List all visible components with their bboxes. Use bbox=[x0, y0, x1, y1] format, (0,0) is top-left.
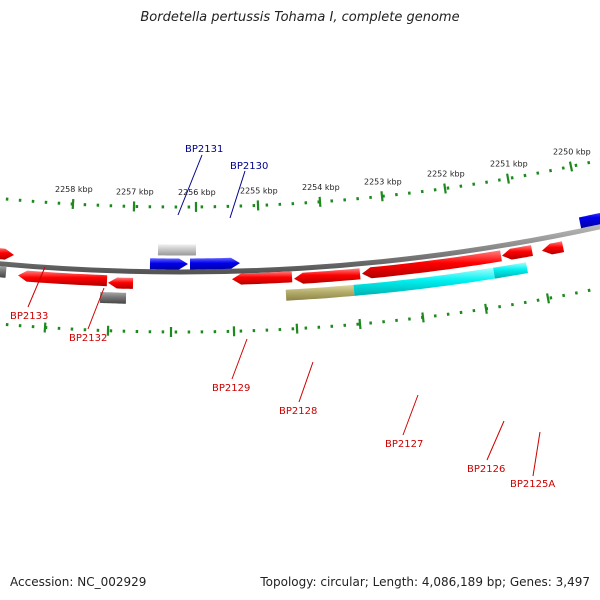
scale-tick-mark bbox=[318, 196, 322, 207]
gene-label-bp2127[interactable]: BP2127 bbox=[385, 439, 423, 450]
scale-tick-mark bbox=[71, 198, 75, 210]
gene-BP2131-feature bbox=[157, 244, 196, 256]
scale-tick-label: 2258 kbp bbox=[55, 185, 93, 194]
scale-tick-mark bbox=[421, 312, 425, 323]
gene-label-bp2125a[interactable]: BP2125A bbox=[510, 479, 555, 490]
scale-tick-label: 2257 kbp bbox=[116, 187, 154, 196]
gene-BP2133-feature bbox=[18, 270, 108, 287]
gene-leader-line bbox=[231, 338, 248, 380]
scale-tick-mark bbox=[43, 322, 47, 333]
gene-BP2129-feature bbox=[232, 271, 293, 285]
gene-BP2127-cyan-feature bbox=[353, 267, 495, 296]
gene-BP2132-feature bbox=[108, 277, 134, 289]
scale-tick-mark bbox=[506, 173, 510, 184]
scale-tick-mark bbox=[443, 183, 447, 194]
gene-leader-line bbox=[298, 361, 314, 403]
gene-BP2132-gray-feature bbox=[99, 291, 127, 304]
gene-edge-feature-gray bbox=[0, 266, 7, 278]
gene-leader-line bbox=[532, 431, 541, 477]
gene-leader-line bbox=[402, 394, 419, 436]
scale-tick-label: 2252 kbp bbox=[427, 169, 465, 178]
scale-tick-label: 2251 kbp bbox=[490, 160, 528, 169]
gene-leader-line bbox=[486, 420, 505, 461]
scale-tick-label: 2256 kbp bbox=[178, 188, 216, 197]
gene-label-bp2131[interactable]: BP2131 bbox=[185, 144, 223, 155]
scale-tick-label: 2255 kbp bbox=[240, 186, 278, 195]
gene-label-bp2132[interactable]: BP2132 bbox=[69, 333, 107, 344]
gene-leader-line bbox=[87, 287, 105, 330]
gene-BP2126-feature bbox=[502, 245, 533, 260]
gene-label-bp2129[interactable]: BP2129 bbox=[212, 383, 250, 394]
map-title: Bordetella pertussis Tohama I, complete … bbox=[140, 10, 460, 25]
scale-tick-label: 2250 kbp bbox=[553, 147, 591, 156]
gene-BP2126-cyan-feature bbox=[493, 262, 528, 279]
gene-label-bp2126[interactable]: BP2126 bbox=[467, 464, 505, 475]
gene-leader-line bbox=[27, 266, 46, 308]
gene-BP2128-olive-feature bbox=[285, 284, 355, 301]
gene-BP2128-feature bbox=[294, 268, 361, 284]
outer-scale-dots bbox=[0, 158, 600, 209]
genome-backbone bbox=[0, 224, 600, 275]
gene-BP2130-feature bbox=[190, 257, 240, 270]
scale-tick-mark bbox=[546, 293, 550, 304]
scale-tick-mark bbox=[295, 323, 299, 334]
gene-edge-feature-top bbox=[0, 248, 14, 260]
scale-tick-label: 2254 kbp bbox=[302, 183, 340, 192]
gene-label-bp2128[interactable]: BP2128 bbox=[279, 406, 317, 417]
gene-forward-edge-feature bbox=[578, 212, 600, 229]
gene-label-bp2133[interactable]: BP2133 bbox=[10, 311, 48, 322]
gene-leader-line bbox=[229, 170, 246, 219]
gene-BP2125A-feature bbox=[542, 241, 565, 255]
scale-tick-mark bbox=[484, 303, 488, 314]
gene-BP2131-cds bbox=[149, 258, 188, 270]
gene-BP2127-feature bbox=[362, 250, 502, 279]
accession-text: Accession: NC_002929 bbox=[10, 575, 147, 589]
scale-tick-mark bbox=[568, 161, 574, 172]
scale-tick-label: 2253 kbp bbox=[364, 177, 402, 186]
gene-label-bp2130[interactable]: BP2130 bbox=[230, 161, 268, 172]
topology-text: Topology: circular; Length: 4,086,189 bp… bbox=[260, 575, 590, 589]
scale-tick-mark bbox=[380, 191, 384, 202]
inner-scale-dots bbox=[0, 286, 600, 334]
gene-leader-line bbox=[177, 154, 203, 216]
scale-tick-mark bbox=[358, 318, 362, 330]
